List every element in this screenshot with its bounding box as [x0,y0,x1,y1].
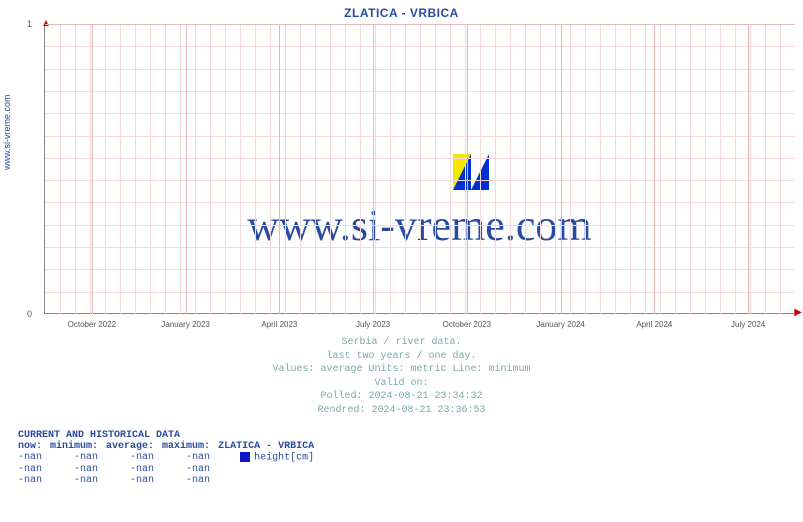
cell: -nan [162,464,218,475]
x-axis-arrow-icon: ▶ [794,307,802,318]
table-header-row: now: minimum: average: maximum: ZLATICA … [18,441,322,452]
ylabel-side: www.si-vreme.com [2,94,12,170]
meta-line: Values: average Units: metric Line: mini… [0,363,803,377]
table-row: -nan -nan -nan -nan height[cm] [18,452,322,464]
x-tick-label: April 2023 [261,320,297,329]
meta-line: last two years / one day. [0,350,803,364]
cell: -nan [50,452,106,464]
historical-header: CURRENT AND HISTORICAL DATA [18,430,322,441]
cell: -nan [106,475,162,486]
col-now: now: [18,441,50,452]
series-swatch-icon [240,452,250,462]
meta-block: Serbia / river data. last two years / on… [0,336,803,417]
historical-table: now: minimum: average: maximum: ZLATICA … [18,441,322,486]
y-tick-label: 0 [27,309,32,319]
cell: -nan [106,464,162,475]
plot-area: ▲ ▶ www.si-vreme.com October 2022January… [44,24,794,314]
series-label: height[cm] [254,453,314,464]
series-label-cell: height[cm] [218,452,322,464]
x-tick-label: October 2023 [443,320,491,329]
col-min: minimum: [50,441,106,452]
cell: -nan [106,452,162,464]
table-row: -nan -nan -nan -nan [18,475,322,486]
x-tick-label: January 2024 [536,320,584,329]
col-max: maximum: [162,441,218,452]
cell: -nan [162,452,218,464]
cell: -nan [162,475,218,486]
watermark-logo-icon [453,154,489,190]
y-tick-label: 1 [27,19,32,29]
table-row: -nan -nan -nan -nan [18,464,322,475]
cell: -nan [18,475,50,486]
cell: -nan [18,452,50,464]
meta-line: Serbia / river data. [0,336,803,350]
col-avg: average: [106,441,162,452]
col-series: ZLATICA - VRBICA [218,441,322,452]
x-tick-label: January 2023 [161,320,209,329]
meta-line: Rendred: 2024-08-21 23:36:53 [0,404,803,418]
cell: -nan [18,464,50,475]
meta-line: Polled: 2024-08-21 23:34:32 [0,390,803,404]
x-tick-label: July 2023 [356,320,390,329]
x-tick-label: July 2024 [731,320,765,329]
cell: -nan [50,464,106,475]
historical-data-block: CURRENT AND HISTORICAL DATA now: minimum… [18,430,322,486]
cell: -nan [50,475,106,486]
meta-line: Valid on: [0,377,803,391]
x-tick-label: April 2024 [636,320,672,329]
chart-title: ZLATICA - VRBICA [0,0,803,20]
x-tick-label: October 2022 [68,320,116,329]
